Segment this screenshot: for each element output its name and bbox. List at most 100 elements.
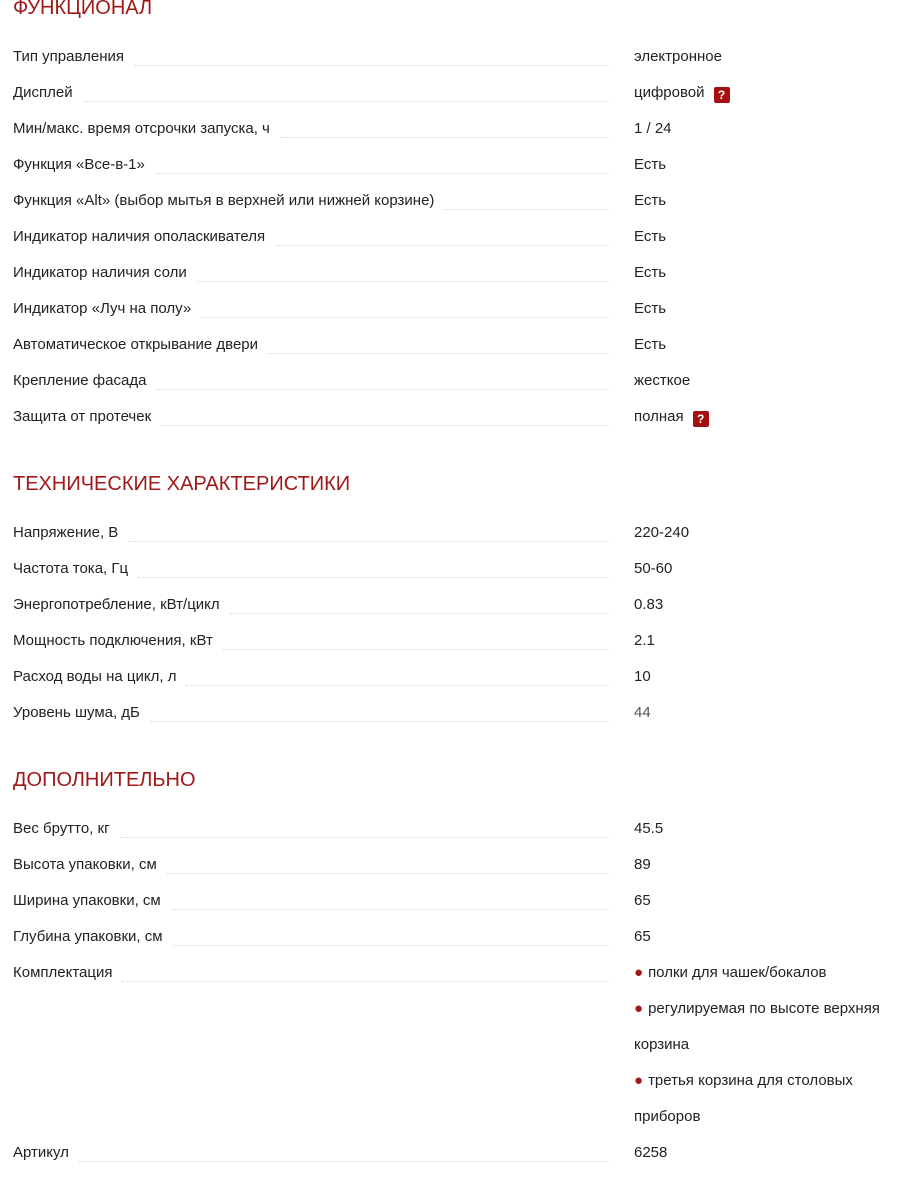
spec-row: Защита от протечек полная? (13, 399, 902, 435)
spec-label: Расход воды на цикл, л (13, 668, 177, 685)
list-item-text: третья корзина для столовых приборов (634, 1072, 853, 1125)
spec-row: Мощность подключения, кВт 2.1 (13, 623, 902, 659)
dotted-leader (122, 955, 610, 982)
spec-value-cell: 45.5 (634, 811, 890, 847)
spec-row: Автоматическое открывание двери Есть (13, 327, 902, 363)
spec-label-cell: Защита от протечек (13, 399, 622, 435)
spec-label-cell: Крепление фасада (13, 363, 622, 399)
spec-label-cell: Напряжение, В (13, 515, 622, 551)
spec-label: Уровень шума, дБ (13, 704, 140, 721)
spec-label: Ширина упаковки, см (13, 892, 161, 909)
spec-label-cell: Глубина упаковки, см (13, 919, 622, 955)
spec-value-cell: Есть (634, 147, 890, 183)
dotted-leader (133, 39, 610, 66)
spec-value: 45.5 (634, 820, 664, 837)
spec-value-cell: Есть (634, 219, 890, 255)
spec-label-cell: Энергопотребление, кВт/цикл (13, 587, 622, 623)
spec-label-cell: Частота тока, Гц (13, 551, 622, 587)
spec-value: Есть (634, 156, 667, 173)
spec-row: Индикатор «Луч на полу» Есть (13, 291, 902, 327)
dotted-leader (78, 1135, 610, 1162)
dotted-leader (156, 363, 610, 390)
spec-value-cell: 6258 (634, 1135, 890, 1171)
dotted-leader (82, 75, 610, 102)
spec-value-cell: Есть (634, 291, 890, 327)
spec-label-cell: Комплектация (13, 955, 622, 991)
dotted-leader (172, 919, 610, 946)
spec-value-cell: Есть (634, 183, 890, 219)
dotted-leader (149, 695, 610, 722)
spec-label-cell: Индикатор наличия ополаскивателя (13, 219, 622, 255)
spec-row: Крепление фасада жесткое (13, 363, 902, 399)
spec-value-cell: Есть (634, 327, 890, 363)
spec-label: Напряжение, В (13, 524, 119, 541)
spec-label: Индикатор наличия соли (13, 264, 187, 281)
spec-label: Функция «Все-в-1» (13, 156, 145, 173)
spec-value: Есть (634, 336, 667, 353)
spec-label: Мощность подключения, кВт (13, 632, 213, 649)
spec-value-cell: 1 / 24 (634, 111, 890, 147)
spec-row: Частота тока, Гц 50-60 (13, 551, 902, 587)
dotted-leader (196, 255, 610, 282)
dotted-leader (161, 399, 610, 426)
list-item: ● полки для чашек/бокалов (634, 955, 890, 991)
spec-label: Защита от протечек (13, 408, 152, 425)
dotted-leader (275, 219, 610, 246)
list-item-text: полки для чашек/бокалов (648, 964, 827, 981)
section-title: ФУНКЦИОНАЛ (13, 0, 153, 19)
list-item-text: регулируемая по высоте верхняя корзина (634, 1000, 880, 1053)
help-icon[interactable]: ? (713, 87, 730, 103)
spec-row: Тип управления электронное (13, 39, 902, 75)
spec-label-cell: Индикатор «Луч на полу» (13, 291, 622, 327)
spec-value: 220-240 (634, 524, 690, 541)
spec-value-cell: Есть (634, 255, 890, 291)
spec-value-cell: 50-60 (634, 551, 890, 587)
spec-row: Индикатор наличия соли Есть (13, 255, 902, 291)
section-title: ДОПОЛНИТЕЛЬНО (13, 769, 196, 791)
spec-value: цифровой (634, 84, 705, 101)
spec-label: Тип управления (13, 48, 124, 65)
spec-label: Мин/макс. время отсрочки запуска, ч (13, 120, 270, 137)
dotted-leader (154, 147, 610, 174)
spec-value: Есть (634, 264, 667, 281)
spec-row: Артикул 6258 (13, 1135, 902, 1171)
dotted-leader (119, 811, 610, 838)
dotted-leader (166, 847, 610, 874)
spec-value: 50-60 (634, 560, 673, 577)
spec-section: ТЕХНИЧЕСКИЕ ХАРАКТЕРИСТИКИ Напряжение, В 2… (13, 469, 902, 731)
spec-label: Индикатор наличия ополаскивателя (13, 228, 266, 245)
spec-row: Уровень шума, дБ 44 (13, 695, 902, 731)
bullet-icon: ● (634, 964, 644, 981)
spec-value: 0.83 (634, 596, 664, 613)
spec-label-cell: Артикул (13, 1135, 622, 1171)
spec-label: Глубина упаковки, см (13, 928, 163, 945)
spec-label-cell: Мощность подключения, кВт (13, 623, 622, 659)
spec-value: 65 (634, 892, 651, 909)
spec-value: жесткое (634, 372, 691, 389)
dotted-leader (279, 111, 610, 138)
spec-value: 44 (634, 704, 651, 721)
spec-row: Высота упаковки, см 89 (13, 847, 902, 883)
spec-label: Автоматическое открывание двери (13, 336, 259, 353)
spec-row: Функция «Все-в-1» Есть (13, 147, 902, 183)
spec-value: электронное (634, 48, 722, 65)
spec-label: Индикатор «Луч на полу» (13, 300, 192, 317)
spec-label-cell: Дисплей (13, 75, 622, 111)
spec-value: полная (634, 408, 684, 425)
spec-value: 65 (634, 928, 651, 945)
spec-value-cell: 65 (634, 883, 890, 919)
help-icon[interactable]: ? (692, 411, 709, 427)
spec-value-cell: ● полки для чашек/бокалов ● регулируемая по… (634, 955, 890, 1135)
spec-row: Энергопотребление, кВт/цикл 0.83 (13, 587, 902, 623)
spec-label: Функция «Alt» (выбор мытья в верхней или… (13, 192, 435, 209)
spec-label-cell: Тип управления (13, 39, 622, 75)
spec-value: Есть (634, 228, 667, 245)
spec-value-cell: 10 (634, 659, 890, 695)
spec-label-cell: Функция «Alt» (выбор мытья в верхней или… (13, 183, 622, 219)
dotted-leader (229, 587, 610, 614)
spec-row: Вес брутто, кг 45.5 (13, 811, 902, 847)
spec-section: ДОПОЛНИТЕЛЬНО Вес брутто, кг 45.5 Высота уп… (13, 765, 902, 1171)
dotted-leader (268, 327, 610, 354)
spec-value-cell: 89 (634, 847, 890, 883)
